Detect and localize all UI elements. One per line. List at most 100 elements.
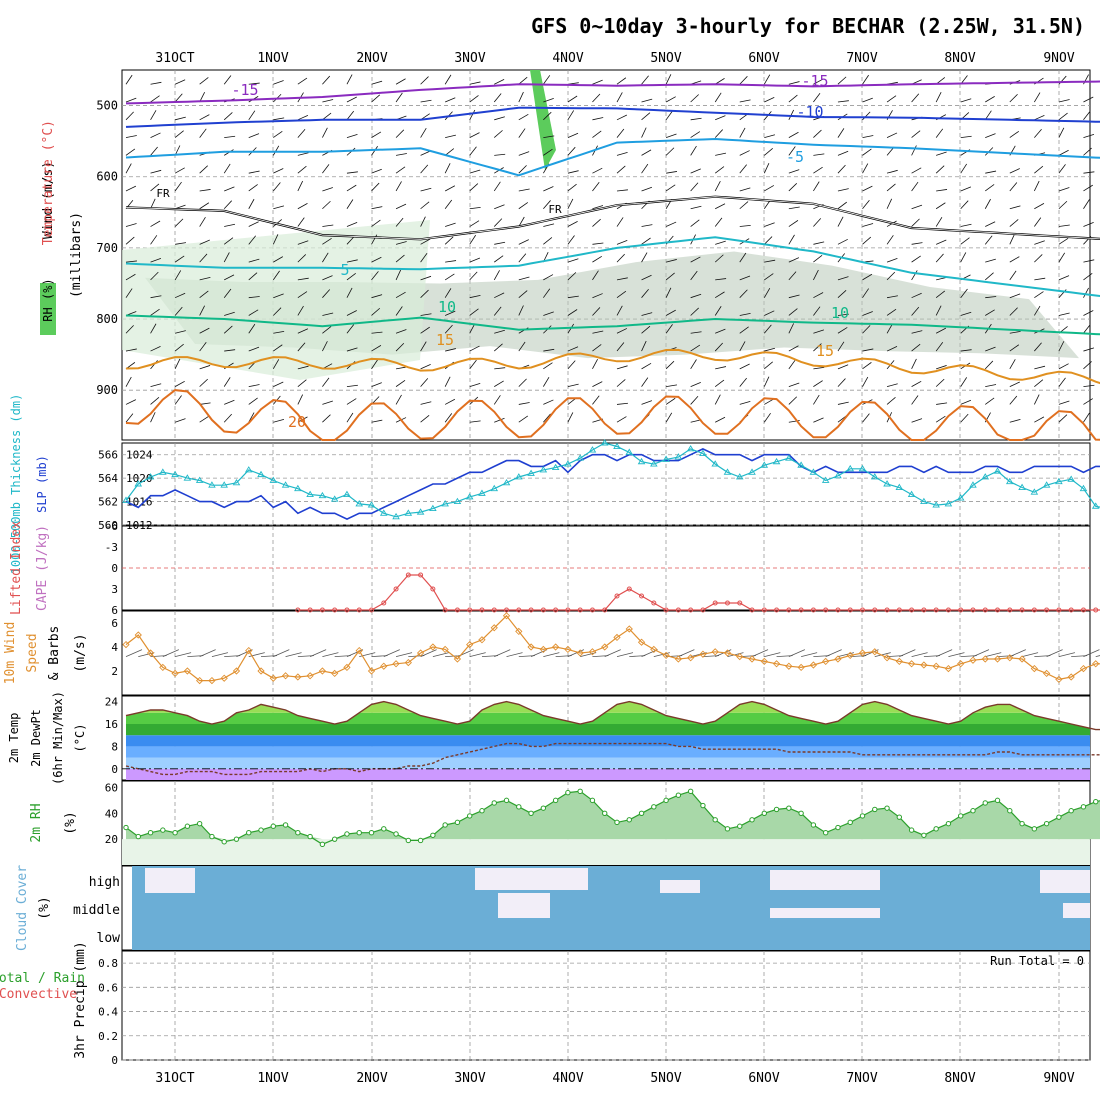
upper-wind-barb [1058, 164, 1066, 174]
rh-marker [749, 817, 755, 823]
precip-legend-total-rain: Total / Rain [0, 971, 85, 986]
upper-wind-barb [272, 234, 279, 245]
wind-speed-marker [515, 627, 523, 636]
upper-wind-barb [199, 290, 209, 299]
upper-wind-barb [199, 216, 206, 227]
rh-legend-swatch [40, 283, 56, 335]
upper-wind-barb [641, 224, 653, 227]
upper-wind-barb [150, 81, 162, 85]
upper-wind-barb [935, 327, 947, 334]
surface-wind-barb [309, 649, 327, 657]
date-label-top: 6NOV [748, 51, 779, 66]
rh-marker [356, 829, 362, 836]
upper-ylabel-temperature: Temperature (°C) [41, 120, 56, 245]
chart-title: GFS 0~10day 3-hourly for BECHAR (2.25W, … [531, 14, 1085, 38]
panel-frame-precip [121, 950, 1091, 1061]
rh-marker [331, 836, 338, 842]
surface-wind-barb [1058, 652, 1075, 657]
thickness-marker [183, 474, 192, 481]
upper-wind-barb [1009, 330, 1021, 334]
temp-band [126, 724, 1090, 736]
upper-wind-barb [224, 311, 235, 316]
thickness-line [125, 442, 1100, 518]
rh-tick-label: 20 [105, 833, 118, 846]
upper-wind-barb [174, 218, 184, 227]
upper-wind-barb [493, 343, 503, 352]
upper-wind-barb [641, 274, 652, 281]
upper-wind-barb [174, 358, 181, 370]
rh-marker [196, 820, 203, 827]
upper-wind-barb [494, 292, 505, 299]
wind-speed-marker [785, 662, 793, 670]
upper-wind-barb [788, 359, 796, 370]
upper-wind-barb [862, 413, 870, 423]
lifted-index-marker [663, 607, 669, 613]
wind-speed-marker [1055, 675, 1063, 684]
date-label-top: 31OCT [155, 51, 194, 66]
upper-wind-barb [886, 323, 893, 334]
upper-wind-barb [616, 379, 626, 387]
cloud-clear-patch [1040, 870, 1090, 893]
rh-marker [761, 810, 767, 817]
upper-wind-barb [395, 217, 404, 227]
upper-wind-barb [616, 416, 627, 423]
cloud-clear-patch [475, 868, 588, 890]
upper-wind-barb [371, 219, 381, 227]
wind-speed-marker [674, 655, 683, 663]
upper-wind-barb [518, 128, 526, 138]
rh-marker [822, 829, 829, 836]
upper-wind-barb [395, 329, 407, 334]
surface-wind-barb [862, 649, 879, 657]
thickness-marker [527, 469, 535, 476]
upper-wind-barb [641, 186, 653, 192]
upper-wind-barb [1034, 254, 1043, 263]
thickness-marker [895, 483, 904, 490]
upper-wind-barb [174, 380, 185, 387]
upper-wind-barb [935, 305, 942, 316]
upper-wind-barb [1034, 277, 1046, 281]
rh-marker [994, 797, 1001, 804]
upper-wind-barb [518, 165, 527, 174]
upper-wind-barb [518, 188, 530, 192]
upper-wind-barb [1009, 182, 1018, 192]
upper-wind-barb [493, 181, 501, 192]
wind-speed-marker [343, 663, 351, 672]
upper-wind-barb [715, 115, 726, 121]
upper-wind-barb [224, 274, 235, 281]
rh-marker [1007, 808, 1013, 814]
upper-wind-barb [150, 323, 157, 334]
upper-wind-barb [813, 269, 819, 281]
upper-wind-barb [985, 96, 995, 103]
upper-wind-barb [1058, 414, 1068, 423]
panel-frame-wind [121, 610, 1091, 696]
rh-marker [246, 829, 252, 836]
thickness-marker [367, 501, 376, 508]
upper-wind-barb [862, 148, 872, 156]
upper-wind-barb [739, 400, 751, 405]
lifted-index-ylabel: Lifted Index [9, 521, 24, 615]
rh-marker [540, 805, 547, 811]
upper-wind-barb [714, 306, 722, 316]
upper-wind-barb [297, 203, 308, 210]
upper-wind-barb [248, 323, 256, 334]
rh-marker [872, 806, 878, 813]
rh-marker [921, 832, 927, 838]
upper-wind-barb [174, 181, 182, 192]
upper-wind-barb [371, 271, 379, 281]
rh-marker [589, 797, 596, 804]
upper-wind-barb [862, 236, 872, 245]
upper-wind-barb [518, 290, 528, 298]
rh-marker [810, 822, 817, 828]
lifted-index-marker [909, 607, 915, 613]
upper-wind-barb [297, 379, 307, 387]
upper-wind-barb [616, 305, 623, 316]
upper-wind-barb [592, 167, 603, 174]
upper-wind-barb [469, 234, 477, 245]
thickness-tick-label: 560 [98, 519, 118, 532]
rh-marker [651, 804, 657, 810]
surface-wind-barb [469, 652, 486, 657]
rh-marker [675, 792, 682, 798]
lifted-index-marker [565, 607, 571, 613]
surface-wind-barb [162, 649, 179, 657]
upper-wind-barb [297, 129, 306, 138]
